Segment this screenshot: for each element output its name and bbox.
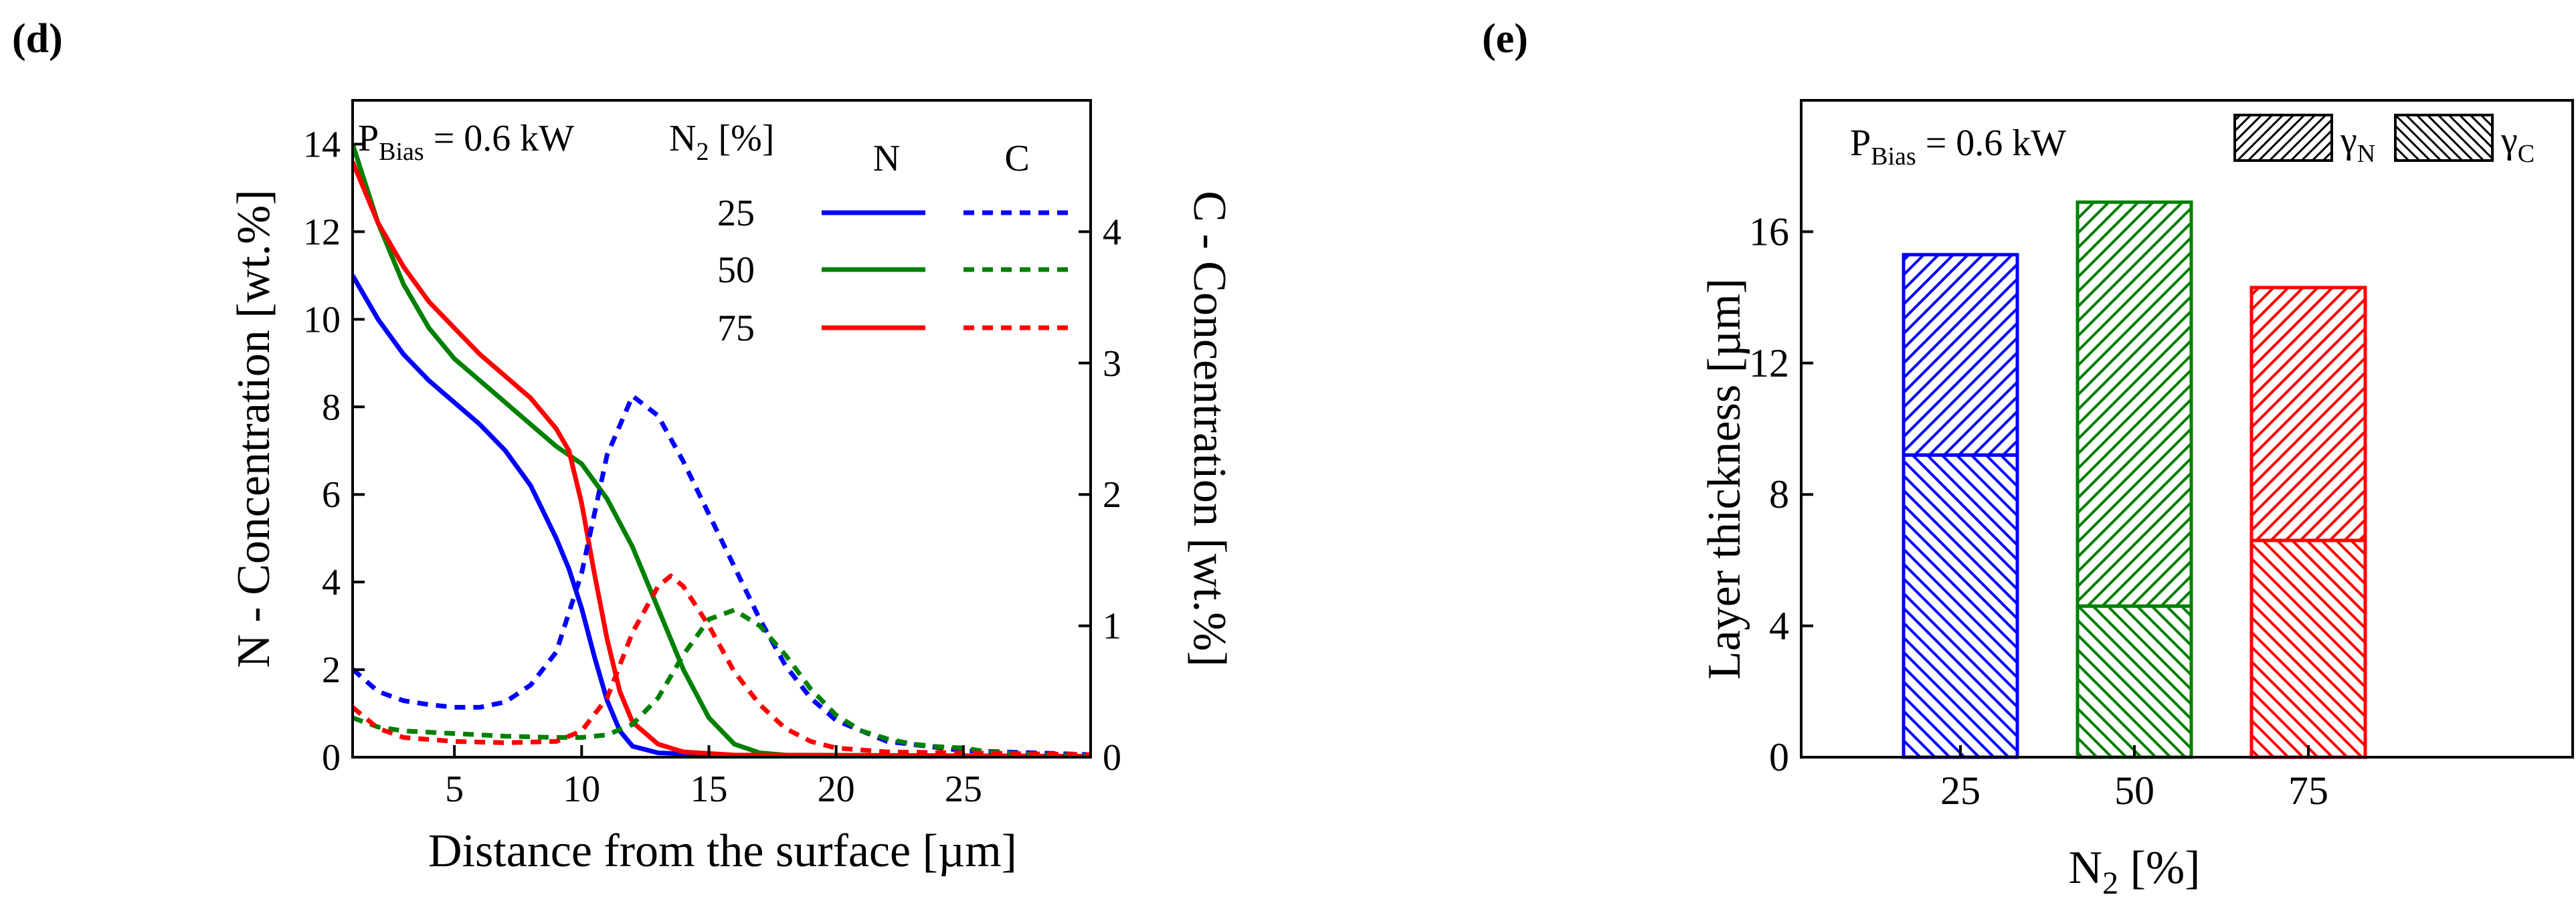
legend-swatch-gamma-c <box>2394 114 2494 162</box>
bar-gamma-n-25 <box>1902 253 2019 457</box>
panel-d-bias-annotation: PBias = 0.6 kW <box>358 118 574 166</box>
y-tick-label: 16 <box>1749 209 1789 254</box>
y-left-tick-label: 14 <box>303 124 341 165</box>
legend-label-gamma-c: γC <box>2500 120 2535 168</box>
y-left-tick-label: 6 <box>322 474 341 516</box>
y-left-tick-label: 8 <box>322 387 341 428</box>
panel-e-x-axis-title: N2 [%] <box>2069 842 2201 897</box>
series-n-25 <box>353 274 1091 757</box>
x-tick-label: 20 <box>818 769 855 810</box>
x-tick-label: 5 <box>445 769 464 810</box>
series-c-75 <box>353 573 1091 757</box>
x-tick-label: 50 <box>2114 769 2154 813</box>
bar-gamma-n-50 <box>2076 200 2193 608</box>
panel-d-legend-n2-header: N2 [%] <box>669 118 774 166</box>
bar-gamma-c-75 <box>2249 538 2367 759</box>
panel-d-legend-n-header: N <box>873 138 900 179</box>
y-left-tick-label: 0 <box>322 737 341 779</box>
panel-e-label: (e) <box>1482 16 1528 62</box>
panel-e-y-axis-title: Layer thickness [µm] <box>1699 278 1750 680</box>
panel-d-y-axis-left-title: N - Concentration [wt.%] <box>228 189 280 668</box>
legend-label-75: 75 <box>717 308 755 349</box>
y-right-tick-label: 4 <box>1103 211 1121 253</box>
legend-label-50: 50 <box>717 250 755 291</box>
y-right-tick-label: 1 <box>1103 606 1121 647</box>
panel-e-legend: γN γC <box>2233 114 2535 168</box>
legend-label-25: 25 <box>717 193 755 234</box>
series-c-25 <box>353 393 1091 757</box>
y-tick-label: 0 <box>1769 735 1789 779</box>
panel-e-bias-annotation: PBias = 0.6 kW <box>1850 122 2066 171</box>
legend-label-gamma-n: γN <box>2340 120 2375 168</box>
y-left-tick-label: 2 <box>322 650 341 691</box>
series-n-75 <box>353 161 1091 757</box>
panel-e-plot-area: 25 50 75 0 4 8 12 16 <box>1749 99 2574 813</box>
y-tick-label: 8 <box>1769 472 1789 516</box>
panel-e-frame <box>1800 99 2574 759</box>
bar-gamma-c-50 <box>2076 604 2193 759</box>
panel-d-legend-c-header: C <box>1004 138 1029 179</box>
legend-swatch-gamma-n <box>2233 114 2333 162</box>
panel-d-series-group <box>353 143 1091 757</box>
panel-e-bar-chart: (e) 25 50 75 0 4 8 12 16 Layer thickness [µm] N… <box>1482 16 2574 897</box>
panel-d-x-axis-title: Distance from the surface [µm] <box>428 825 1017 877</box>
x-tick-label: 10 <box>563 769 600 810</box>
y-left-tick-label: 10 <box>303 299 341 340</box>
x-tick-label: 25 <box>945 769 982 810</box>
y-right-tick-label: 2 <box>1103 474 1121 516</box>
x-tick-label: 75 <box>2288 769 2328 813</box>
y-right-tick-label: 3 <box>1103 343 1121 385</box>
panel-d-label: (d) <box>12 16 63 62</box>
y-tick-label: 4 <box>1769 604 1789 648</box>
bar-gamma-n-75 <box>2249 286 2367 542</box>
x-tick-label: 25 <box>1940 769 1981 813</box>
panel-d-y-axis-right-title: C - Concentration [wt.%] <box>1184 191 1235 666</box>
series-n-50 <box>353 143 1091 757</box>
panel-d-legend: 25 50 75 <box>717 193 1071 349</box>
bar-gamma-c-25 <box>1902 453 2019 759</box>
series-c-50 <box>353 607 1091 757</box>
panel-d-frame <box>351 99 1092 759</box>
y-left-tick-label: 4 <box>322 562 341 603</box>
y-left-tick-label: 12 <box>303 211 341 253</box>
y-tick-label: 12 <box>1749 341 1789 385</box>
y-right-tick-label: 0 <box>1103 737 1121 779</box>
x-tick-label: 15 <box>690 769 727 810</box>
